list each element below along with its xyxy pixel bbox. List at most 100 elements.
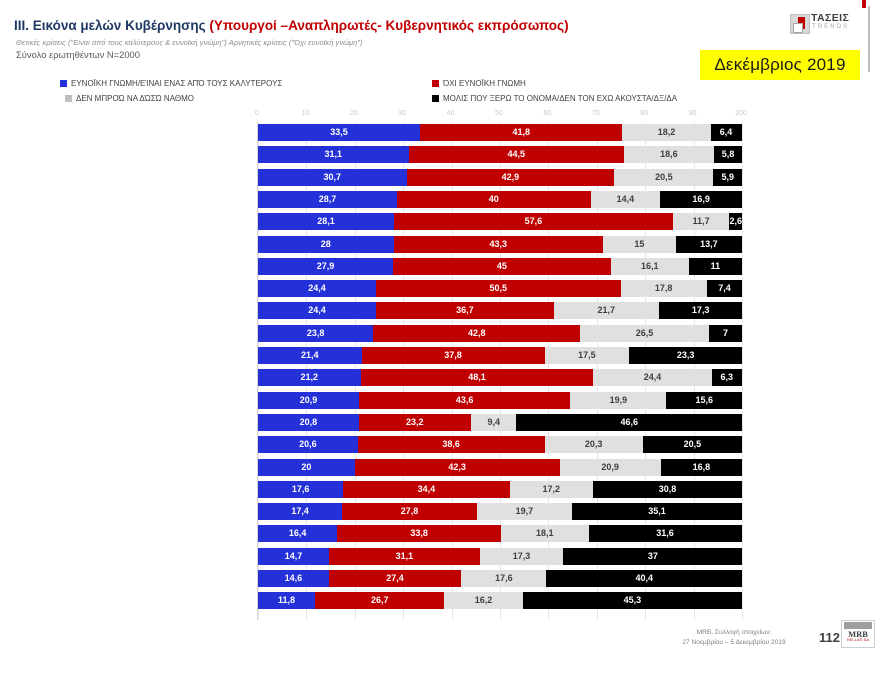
bar-value-label: 44,5 bbox=[507, 149, 525, 160]
right-vertical-rule bbox=[868, 6, 870, 72]
bar-value-label: 18,6 bbox=[660, 149, 678, 160]
bar-segment-fav: 20,8 bbox=[258, 413, 359, 431]
bar-segment-unfav: 40 bbox=[396, 190, 591, 208]
mrb-logo-bar-icon bbox=[844, 622, 872, 629]
bar-value-label: 23,3 bbox=[676, 350, 695, 360]
legend-swatch-unfavorable-icon bbox=[432, 80, 439, 87]
bar-segment-unfav: 42,3 bbox=[354, 458, 560, 476]
bar-segment-unk: 13,7 bbox=[675, 235, 742, 253]
bar-value-label: 6,4 bbox=[719, 127, 733, 137]
bar-segment-unk: 30,8 bbox=[592, 480, 742, 498]
bar-segment-unk: 35,1 bbox=[572, 503, 742, 521]
gridline-100 bbox=[742, 122, 743, 620]
bar-segment-unfav: 50,5 bbox=[376, 280, 621, 298]
bar-value-label: 7 bbox=[723, 327, 729, 338]
bar-segment-unfav: 27,4 bbox=[328, 570, 462, 587]
bar-row: ΚΟΥΜΟΥΤΣΑΚΟΣ ΓΙΩΡΓΟΣ21,437,817,523,3 bbox=[258, 347, 742, 364]
bar-segment-no: 15 bbox=[603, 235, 676, 253]
legend-swatch-no-opinion-icon bbox=[65, 95, 72, 102]
bar-segment-fav: 20,9 bbox=[258, 391, 360, 409]
bar-segment-no: 14,4 bbox=[590, 190, 661, 208]
bar-segment-fav: 24,4 bbox=[258, 280, 377, 298]
x-axis-tick-30: 30 bbox=[398, 110, 407, 117]
bar-value-label: 27,4 bbox=[386, 573, 404, 583]
x-axis-tick-10: 10 bbox=[301, 110, 310, 117]
x-axis-tick-60: 60 bbox=[543, 110, 552, 117]
bar-segment-no: 9,4 bbox=[470, 413, 517, 431]
bar-value-label: 40,4 bbox=[635, 573, 653, 583]
bar-segment-fav: 14,7 bbox=[258, 547, 330, 565]
slide-footer: MRB, Συλλογή στοιχείων: 27 Νοεμβρίου – 5… bbox=[0, 620, 880, 678]
bar-value-label: 24,4 bbox=[643, 372, 662, 383]
bar-value-label: 31,1 bbox=[324, 149, 343, 160]
x-axis-tick-0: 0 bbox=[255, 110, 259, 117]
bar-segment-unfav: 34,4 bbox=[343, 480, 510, 498]
bar-row: ΒΟΡΙΔΗΣ ΜΑΚΗΣ24,450,517,87,4 bbox=[258, 280, 743, 298]
bar-value-label: 24,4 bbox=[308, 305, 326, 316]
bar-row: ΓΕΩΡΓΙΑΔΗΣ ΑΔΩΝΙΣ28,157,611,72,6 bbox=[258, 213, 742, 231]
legend-swatch-favorable-icon bbox=[60, 80, 67, 87]
bar-value-label: 21,2 bbox=[300, 372, 319, 383]
bar-value-label: 42,3 bbox=[448, 461, 466, 472]
bar-segment-no: 20,9 bbox=[559, 458, 661, 476]
bar-value-label: 17,8 bbox=[654, 283, 673, 294]
bar-value-label: 5,8 bbox=[721, 149, 735, 160]
legend-swatch-unknown-icon bbox=[432, 95, 439, 102]
bar-value-label: 17,3 bbox=[512, 550, 531, 561]
source-note: MRB, Συλλογή στοιχείων: 27 Νοεμβρίου – 5… bbox=[648, 628, 820, 648]
bar-segment-fav: 33,5 bbox=[258, 124, 421, 141]
bar-row: ΒΡΟΥΤΣΗΣ ΓΙΑΝΝΗΣ20,943,619,915,6 bbox=[258, 391, 742, 409]
bar-value-label: 33,5 bbox=[330, 127, 348, 137]
bar-value-label: 30,8 bbox=[658, 483, 677, 494]
bar-segment-no: 17,8 bbox=[620, 280, 707, 298]
bar-segment-no: 17,2 bbox=[509, 480, 593, 498]
bar-value-label: 30,7 bbox=[323, 171, 342, 182]
bar-value-label: 21,4 bbox=[301, 350, 319, 360]
plot-area: ΧΡΥΣΟΧΟΪΔΗΣ ΜΙΧΑΛΗΣ33,541,818,26,4ΔΕΝΔΙΑ… bbox=[257, 122, 743, 620]
legend-label-unknown: ΜΟΛΙΣ ΠΟΥ ΞΕΡΩ ΤΟ ΟΝΟΜΑ/ΔΕΝ ΤΟΝ ΕΧΩ ΑΚΟΥ… bbox=[443, 94, 678, 103]
bar-value-label: 14,4 bbox=[616, 193, 635, 204]
bar-value-label: 57,6 bbox=[524, 216, 543, 227]
bar-segment-unfav: 38,6 bbox=[357, 436, 545, 454]
bar-value-label: 17,4 bbox=[291, 506, 309, 517]
x-axis-tick-50: 50 bbox=[495, 110, 503, 117]
bar-segment-no: 26,5 bbox=[580, 324, 709, 342]
bar-value-label: 20 bbox=[301, 461, 312, 472]
bar-segment-fav: 28,1 bbox=[258, 213, 394, 231]
x-axis-tick-40: 40 bbox=[446, 110, 455, 117]
bar-value-label: 26,5 bbox=[635, 327, 654, 338]
bar-value-label: 19,9 bbox=[609, 394, 628, 405]
bar-value-label: 16,1 bbox=[641, 260, 659, 271]
title-parenthetical-text: (Υπουργοί –Αναπληρωτές- Κυβερνητικός εκπ… bbox=[209, 18, 569, 33]
bar-segment-no: 11,7 bbox=[672, 213, 730, 231]
bar-segment-no: 19,7 bbox=[476, 503, 573, 521]
bar-row: ΠΑΝΑΓΙΩΤΟΠΟΥΛΟΣ ΝΙΚΟΣ20,638,620,320,5 bbox=[258, 436, 742, 454]
trends-logo: ΤΑΣΕΙΣ TRENDS bbox=[790, 12, 868, 38]
bar-segment-fav: 17,4 bbox=[258, 503, 343, 521]
bar-segment-unk: 5,8 bbox=[713, 146, 742, 164]
bar-segment-unk: 7 bbox=[708, 324, 743, 342]
bar-segment-no: 18,1 bbox=[500, 525, 589, 543]
bar-value-label: 2,6 bbox=[729, 216, 742, 227]
bar-segment-unfav: 23,2 bbox=[358, 413, 471, 431]
bar-segment-unfav: 37,8 bbox=[361, 347, 545, 364]
bar-segment-unk: 2,6 bbox=[729, 213, 742, 231]
bar-segment-unfav: 45 bbox=[393, 257, 611, 275]
bar-value-label: 43,3 bbox=[489, 238, 508, 249]
page-number: 112 bbox=[819, 630, 840, 645]
bar-value-label: 50,5 bbox=[489, 283, 508, 294]
bar-segment-unk: 5,9 bbox=[713, 168, 742, 186]
bar-rows: ΧΡΥΣΟΧΟΪΔΗΣ ΜΙΧΑΛΗΣ33,541,818,26,4ΔΕΝΔΙΑ… bbox=[258, 122, 743, 620]
bar-value-label: 11,8 bbox=[278, 595, 296, 606]
bar-value-label: 20,3 bbox=[584, 439, 603, 450]
bar-value-label: 17,2 bbox=[542, 483, 561, 494]
bar-segment-fav: 28,7 bbox=[258, 190, 397, 208]
date-badge: Δεκέμβριος 2019 bbox=[700, 50, 860, 80]
bar-segment-unk: 17,3 bbox=[658, 302, 743, 320]
bar-value-label: 31,6 bbox=[656, 528, 674, 539]
x-axis-tick-70: 70 bbox=[591, 110, 600, 117]
bar-segment-fav: 20 bbox=[258, 458, 355, 476]
bar-segment-no: 24,4 bbox=[593, 369, 712, 387]
